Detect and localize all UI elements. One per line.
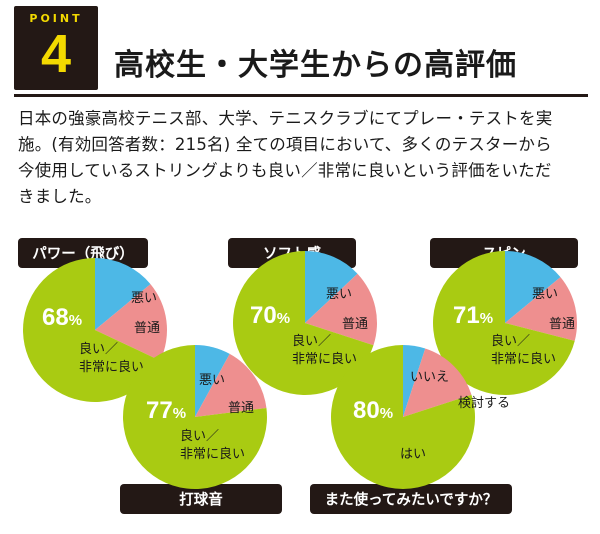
pie-slice bbox=[433, 251, 575, 395]
pie-slice bbox=[23, 258, 161, 402]
pie-percentage: 70% bbox=[250, 302, 290, 329]
slice-label: 普通 bbox=[134, 321, 160, 336]
page-title: 高校生・大学生からの高評価 bbox=[114, 48, 517, 83]
percentage-value: 77 bbox=[146, 397, 173, 424]
pie-slice bbox=[122, 345, 267, 489]
slice-label: 良い／ bbox=[292, 333, 331, 349]
chart-title: パワー（飛び） bbox=[32, 245, 134, 263]
slice-label: 非常に良い bbox=[491, 351, 556, 367]
point-number: 4 bbox=[40, 24, 72, 84]
point-label: POINT bbox=[29, 12, 83, 25]
pie-slice bbox=[95, 258, 151, 330]
intro-line: きました。 bbox=[18, 187, 102, 206]
slice-label: いいえ bbox=[410, 370, 449, 385]
pie-percentage: 80% bbox=[353, 397, 393, 424]
slice-label: 普通 bbox=[549, 317, 575, 332]
slice-label: 検討する bbox=[458, 395, 510, 411]
percentage-value: 80 bbox=[353, 397, 380, 424]
slice-label: 非常に良い bbox=[79, 359, 144, 375]
slice-label: 悪い bbox=[326, 287, 352, 302]
pie-slice bbox=[403, 345, 426, 417]
slice-label: 普通 bbox=[342, 317, 368, 332]
pie-slice bbox=[305, 273, 378, 346]
percentage-value: 68 bbox=[42, 304, 69, 331]
pie-slice bbox=[95, 284, 168, 361]
pie-slice bbox=[331, 345, 476, 489]
slice-label: 非常に良い bbox=[292, 351, 357, 367]
intro-line: 日本の強豪高校テニス部、大学、テニスクラブにてプレー・テストを実 bbox=[18, 109, 553, 128]
percentage-unit: % bbox=[69, 312, 82, 329]
pie-slice bbox=[195, 345, 230, 417]
slice-label: 良い／ bbox=[491, 333, 530, 349]
chart-title-tag bbox=[18, 238, 148, 268]
slice-label: 良い／ bbox=[180, 428, 219, 444]
title-divider bbox=[14, 94, 588, 97]
pie-percentage: 77% bbox=[146, 397, 186, 424]
slice-label: 悪い bbox=[131, 291, 157, 306]
slice-label: 普通 bbox=[228, 401, 254, 416]
percentage-value: 71 bbox=[453, 302, 480, 329]
percentage-value: 70 bbox=[250, 302, 277, 329]
percentage-unit: % bbox=[480, 310, 493, 327]
pie-slice bbox=[233, 251, 374, 395]
pie-percentage: 71% bbox=[453, 302, 493, 329]
pie-slice bbox=[305, 251, 358, 323]
chart-title: 打球音 bbox=[179, 491, 223, 509]
chart-title-tag bbox=[310, 484, 512, 514]
percentage-unit: % bbox=[277, 310, 290, 327]
slice-label: はい bbox=[400, 447, 426, 462]
slice-label: 非常に良い bbox=[180, 446, 245, 462]
pie-slice bbox=[505, 277, 578, 341]
pie-slice bbox=[403, 348, 472, 417]
intro-paragraph: 日本の強豪高校テニス部、大学、テニスクラブにてプレー・テストを実 施。(有効回答… bbox=[18, 106, 590, 210]
percentage-unit: % bbox=[173, 405, 186, 422]
pie-percentage: 68% bbox=[42, 304, 82, 331]
percentage-unit: % bbox=[380, 405, 393, 422]
pie-slice bbox=[195, 353, 267, 417]
chart-title-tag bbox=[120, 484, 282, 514]
pie-slice bbox=[505, 251, 561, 323]
slice-label: 良い／ bbox=[79, 341, 118, 357]
intro-line: 今使用しているストリングよりも良い／非常に良いという評価をいただ bbox=[18, 161, 552, 180]
slice-label: 悪い bbox=[199, 373, 225, 388]
chart-title: また使ってみたいですか？ bbox=[325, 491, 498, 509]
intro-line: 施。(有効回答者数：215名) 全ての項目において、多くのテスターから bbox=[18, 135, 552, 154]
point-badge: POINT 4 bbox=[14, 6, 98, 90]
slice-label: 悪い bbox=[532, 287, 558, 302]
